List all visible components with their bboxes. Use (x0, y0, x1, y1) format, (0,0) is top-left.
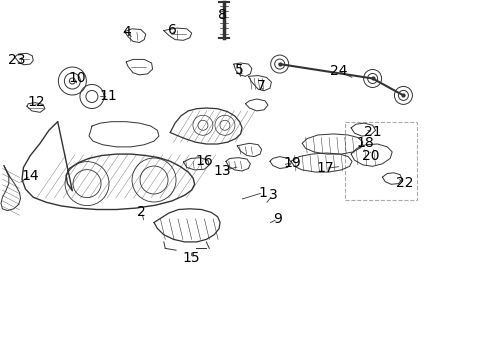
Text: 4: 4 (122, 25, 131, 39)
Text: 24: 24 (329, 64, 346, 78)
Text: 2: 2 (137, 206, 146, 219)
Text: 22: 22 (395, 176, 413, 190)
Text: 21: 21 (363, 126, 381, 139)
Text: 14: 14 (21, 169, 39, 183)
Text: 3: 3 (268, 188, 277, 202)
Text: 13: 13 (213, 164, 231, 178)
Text: 10: 10 (68, 72, 86, 85)
Text: 6: 6 (167, 23, 176, 36)
Text: 5: 5 (235, 63, 244, 77)
Text: 12: 12 (28, 95, 45, 108)
Text: 19: 19 (283, 156, 301, 170)
Text: 17: 17 (316, 162, 333, 175)
Text: 1: 1 (258, 186, 267, 199)
Bar (344, 122, 416, 200)
Text: 20: 20 (361, 149, 379, 162)
Text: 18: 18 (356, 136, 374, 150)
Text: 8: 8 (218, 8, 226, 22)
Text: 23: 23 (8, 54, 26, 67)
Text: 11: 11 (100, 90, 117, 103)
Text: 7: 7 (257, 79, 265, 93)
Text: 15: 15 (183, 252, 200, 265)
Text: 9: 9 (273, 212, 282, 226)
Text: 16: 16 (195, 154, 213, 168)
